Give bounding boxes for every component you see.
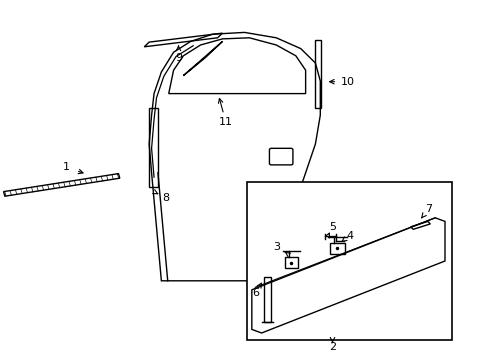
Bar: [246, 182, 451, 340]
Text: 6: 6: [251, 288, 258, 298]
Text: 3: 3: [273, 242, 280, 252]
Text: 11: 11: [219, 117, 232, 127]
Text: 9: 9: [175, 53, 182, 63]
Text: 4: 4: [346, 231, 352, 241]
Bar: [264, 277, 270, 322]
Text: 8: 8: [163, 193, 169, 203]
Bar: [149, 108, 158, 187]
Text: 7: 7: [425, 204, 431, 214]
Text: 1: 1: [62, 162, 69, 172]
Bar: [284, 257, 298, 268]
Text: 2: 2: [328, 342, 335, 352]
Text: 10: 10: [341, 77, 354, 87]
Text: 5: 5: [328, 222, 335, 232]
Bar: [329, 243, 344, 254]
